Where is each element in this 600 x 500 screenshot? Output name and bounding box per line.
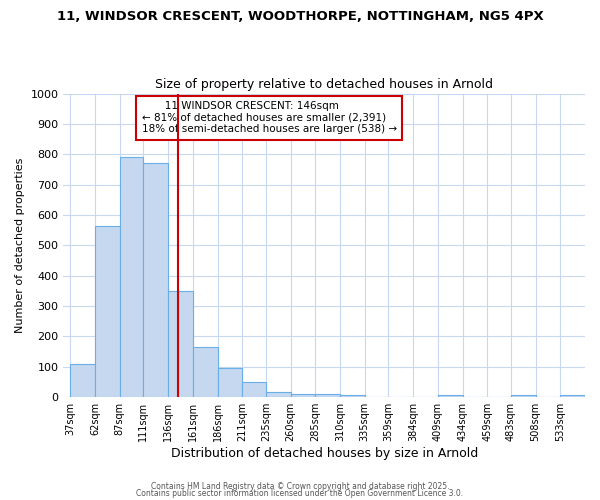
Text: 11, WINDSOR CRESCENT, WOODTHORPE, NOTTINGHAM, NG5 4PX: 11, WINDSOR CRESCENT, WOODTHORPE, NOTTIN…: [56, 10, 544, 23]
Text: Contains public sector information licensed under the Open Government Licence 3.: Contains public sector information licen…: [136, 490, 464, 498]
Title: Size of property relative to detached houses in Arnold: Size of property relative to detached ho…: [155, 78, 493, 91]
Bar: [70, 364, 95, 397]
X-axis label: Distribution of detached houses by size in Arnold: Distribution of detached houses by size …: [170, 447, 478, 460]
Bar: [266, 392, 290, 397]
Bar: [560, 395, 585, 397]
Bar: [316, 394, 340, 397]
Bar: [218, 368, 242, 397]
Bar: [511, 395, 536, 397]
Text: 11 WINDSOR CRESCENT: 146sqm
← 81% of detached houses are smaller (2,391)
18% of : 11 WINDSOR CRESCENT: 146sqm ← 81% of det…: [142, 101, 397, 134]
Bar: [143, 164, 168, 397]
Bar: [242, 382, 266, 397]
Y-axis label: Number of detached properties: Number of detached properties: [15, 158, 25, 333]
Bar: [120, 158, 143, 397]
Bar: [290, 394, 316, 397]
Bar: [95, 226, 120, 397]
Text: Contains HM Land Registry data © Crown copyright and database right 2025.: Contains HM Land Registry data © Crown c…: [151, 482, 449, 491]
Bar: [168, 291, 193, 397]
Bar: [193, 347, 218, 397]
Bar: [438, 395, 463, 397]
Bar: [340, 395, 365, 397]
